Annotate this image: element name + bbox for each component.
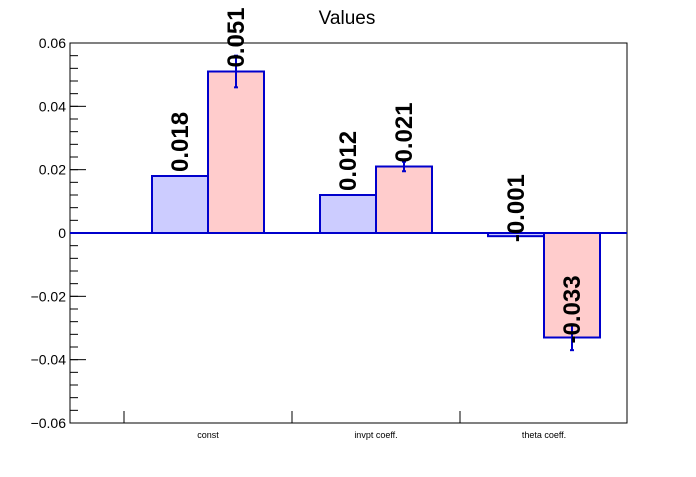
data-label: 0.051: [223, 7, 250, 67]
data-label: -0.033: [559, 275, 586, 343]
y-tick-label: 0.04: [39, 98, 66, 114]
chart-title: Values: [319, 8, 376, 29]
bars: [151, 54, 601, 352]
bar: [207, 70, 265, 234]
x-category-label: theta coeff.: [522, 430, 566, 440]
y-tick-label: −0.06: [31, 415, 67, 431]
y-tick-label: 0.06: [39, 35, 66, 51]
data-label: 0.012: [335, 131, 362, 191]
y-tick-label: 0.02: [39, 162, 66, 178]
data-label: -0.001: [503, 174, 530, 242]
axes: −0.06 −0.04 −0.02 0 0.02 0.04 0.06 const invpt c…: [31, 35, 628, 440]
x-category-label: const: [197, 430, 219, 440]
x-category-label: invpt coeff.: [354, 430, 397, 440]
bar: [319, 194, 377, 234]
data-labels: 0.018 0.012 -0.001 0.051 0.021 -0.033: [167, 7, 586, 343]
bar: [151, 175, 209, 234]
y-tick-label: 0: [58, 225, 66, 241]
bar: [375, 165, 433, 234]
y-tick-label: −0.04: [31, 352, 67, 368]
data-label: 0.021: [391, 102, 418, 162]
y-tick-label: −0.02: [31, 288, 67, 304]
data-label: 0.018: [167, 112, 194, 172]
